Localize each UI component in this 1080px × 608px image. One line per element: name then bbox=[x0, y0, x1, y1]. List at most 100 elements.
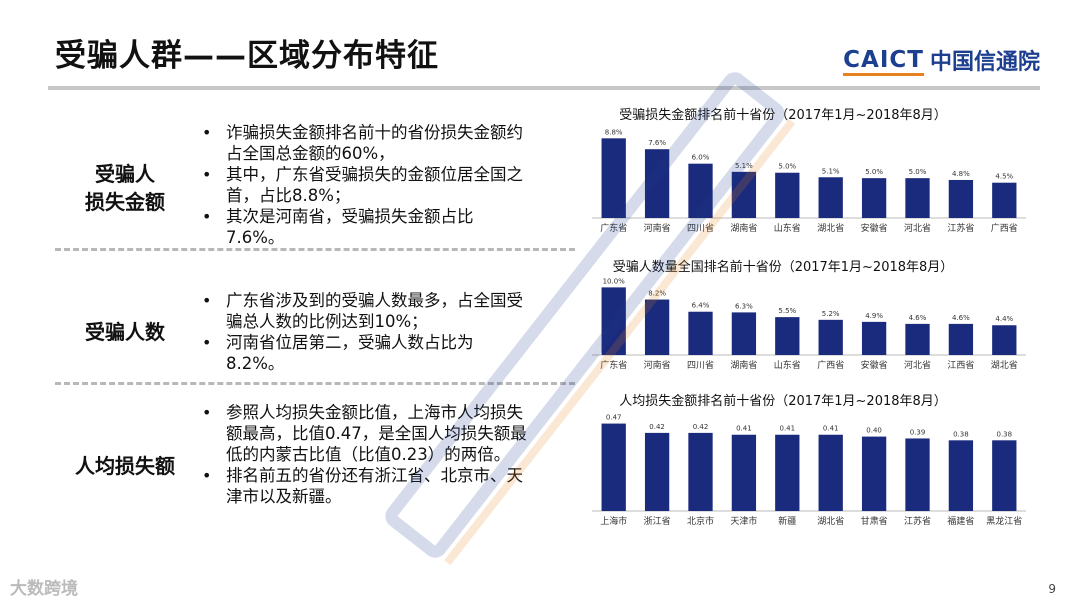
x-tick-label: 河南省 bbox=[644, 222, 671, 234]
bar-value-label: 4.9% bbox=[865, 312, 883, 320]
bar bbox=[601, 287, 626, 355]
x-tick-label: 北京市 bbox=[687, 515, 714, 527]
chart-title: 受骗人数量全国排名前十省份（2017年1月~2018年8月） bbox=[613, 259, 954, 275]
x-tick-label: 江苏省 bbox=[904, 515, 931, 527]
bar-value-label: 0.41 bbox=[780, 425, 796, 433]
bullets-loss-amount: 诈骗损失金额排名前十的省份损失金额约占全国总金额的60%， 其中，广东省受骗损失… bbox=[200, 122, 530, 248]
bar-value-label: 5.5% bbox=[778, 307, 796, 315]
bar bbox=[731, 171, 757, 218]
x-tick-label: 江苏省 bbox=[947, 222, 974, 234]
bullet-item: 河南省位居第二，受骗人数占比为8.2%。 bbox=[200, 332, 530, 374]
bar-value-label: 0.39 bbox=[910, 428, 926, 436]
bar-value-label: 0.42 bbox=[693, 423, 709, 431]
bar bbox=[861, 436, 887, 511]
section-label-per-capita-loss: 人均损失额 bbox=[40, 452, 210, 480]
x-tick-label: 四川省 bbox=[687, 222, 714, 234]
bar bbox=[775, 172, 800, 218]
bar-value-label: 10.0% bbox=[603, 277, 626, 285]
bar bbox=[601, 423, 626, 511]
page-number: 9 bbox=[1048, 582, 1056, 596]
bar bbox=[688, 432, 713, 511]
x-tick-label: 湖北省 bbox=[817, 222, 844, 234]
bar-value-label: 6.3% bbox=[735, 302, 753, 310]
chart-title: 受骗损失金额排名前十省份（2017年1月~2018年8月） bbox=[619, 107, 947, 123]
logo-cn-text: 中国信通院 bbox=[929, 50, 1040, 75]
bar-value-label: 8.2% bbox=[648, 290, 666, 298]
section-label-line: 受骗人数 bbox=[85, 320, 165, 344]
x-tick-label: 河北省 bbox=[904, 359, 931, 371]
bar bbox=[992, 440, 1017, 511]
chart-per-capita-loss: 人均损失金额排名前十省份（2017年1月~2018年8月） 0.47 上海市 0.42… bbox=[588, 390, 1038, 536]
bar-value-label: 5.1% bbox=[822, 167, 840, 175]
chart-loss-amount-svg: 受骗损失金额排名前十省份（2017年1月~2018年8月） 8.8% 广东省 7.6%… bbox=[592, 107, 1026, 234]
bar-value-label: 8.8% bbox=[605, 128, 623, 136]
x-tick-label: 广西省 bbox=[817, 359, 844, 371]
chart-loss-amount: 受骗损失金额排名前十省份（2017年1月~2018年8月） 8.8% 广东省 7.6%… bbox=[588, 104, 1038, 244]
bar-value-label: 0.47 bbox=[606, 414, 622, 422]
bullet-item: 广东省涉及到的受骗人数最多，占全国受骗总人数的比例达到10%； bbox=[200, 290, 530, 332]
x-tick-label: 福建省 bbox=[947, 515, 974, 527]
bar bbox=[905, 178, 930, 218]
x-tick-label: 江西省 bbox=[947, 359, 974, 371]
header-rule bbox=[48, 86, 1040, 90]
bar-value-label: 5.0% bbox=[778, 163, 796, 171]
x-tick-label: 天津市 bbox=[730, 515, 757, 527]
x-tick-label: 浙江省 bbox=[644, 515, 671, 527]
bar bbox=[905, 438, 930, 511]
bar-value-label: 7.6% bbox=[648, 139, 666, 147]
x-tick-label: 安徽省 bbox=[861, 222, 888, 234]
bar bbox=[731, 434, 757, 511]
x-tick-label: 湖北省 bbox=[991, 359, 1018, 371]
bullet-item: 排名前五的省份还有浙江省、北京市、天津市以及新疆。 bbox=[200, 465, 530, 507]
bullet-item: 参照人均损失金额比值，上海市人均损失额最高，比值0.47，是全国人均损失额最低的… bbox=[200, 402, 530, 465]
bar bbox=[948, 440, 974, 511]
x-tick-label: 黑龙江省 bbox=[986, 515, 1022, 527]
bar bbox=[688, 163, 713, 218]
bar bbox=[992, 182, 1017, 218]
x-tick-label: 山东省 bbox=[774, 359, 801, 371]
bar bbox=[601, 138, 626, 218]
bar bbox=[731, 312, 757, 355]
bar-value-label: 5.2% bbox=[822, 310, 840, 318]
logo-caict-text: CAICT bbox=[843, 47, 924, 76]
page-title: 受骗人群——区域分布特征 bbox=[55, 38, 439, 74]
x-tick-label: 河北省 bbox=[904, 222, 931, 234]
footer-brand: 大数跨境 bbox=[10, 579, 78, 599]
bar-value-label: 4.6% bbox=[909, 314, 927, 322]
x-tick-label: 广东省 bbox=[600, 222, 627, 234]
bullet-item: 其中，广东省受骗损失的金额位居全国之首，占比8.8%； bbox=[200, 164, 530, 206]
x-tick-label: 湖北省 bbox=[817, 515, 844, 527]
chart-victim-count: 受骗人数量全国排名前十省份（2017年1月~2018年8月） 10.0% 广东省 8.… bbox=[588, 256, 1038, 380]
bar bbox=[644, 299, 670, 355]
bar bbox=[861, 321, 887, 355]
x-tick-label: 新疆 bbox=[778, 515, 796, 527]
x-tick-label: 广东省 bbox=[600, 359, 627, 371]
section-label-line: 人均损失额 bbox=[75, 454, 175, 478]
chart-victim-count-svg: 受骗人数量全国排名前十省份（2017年1月~2018年8月） 10.0% 广东省 8.… bbox=[592, 259, 1026, 371]
section-divider bbox=[55, 382, 575, 385]
bullet-item: 诈骗损失金额排名前十的省份损失金额约占全国总金额的60%， bbox=[200, 122, 530, 164]
chart-per-capita-loss-svg: 人均损失金额排名前十省份（2017年1月~2018年8月） 0.47 上海市 0.42… bbox=[592, 393, 1026, 527]
bullet-item: 其次是河南省，受骗损失金额占比7.6%。 bbox=[200, 206, 530, 248]
x-tick-label: 安徽省 bbox=[861, 359, 888, 371]
x-tick-label: 广西省 bbox=[991, 222, 1018, 234]
bar bbox=[644, 149, 670, 218]
bar-value-label: 6.4% bbox=[692, 302, 710, 310]
chart-title: 人均损失金额排名前十省份（2017年1月~2018年8月） bbox=[619, 393, 947, 409]
x-tick-label: 湖南省 bbox=[730, 359, 757, 371]
bar bbox=[992, 325, 1017, 355]
bar-value-label: 0.38 bbox=[997, 430, 1013, 438]
bar bbox=[644, 432, 670, 511]
bar bbox=[775, 434, 800, 511]
bar-value-label: 5.0% bbox=[865, 168, 883, 176]
bar-value-label: 6.0% bbox=[692, 154, 710, 162]
section-label-victim-count: 受骗人数 bbox=[40, 318, 210, 346]
x-tick-label: 上海市 bbox=[600, 515, 627, 527]
x-tick-label: 甘肃省 bbox=[861, 515, 888, 527]
bar bbox=[861, 178, 887, 218]
bar-value-label: 0.41 bbox=[823, 425, 839, 433]
section-label-line: 损失金额 bbox=[85, 190, 165, 214]
bar bbox=[818, 177, 843, 218]
bar-value-label: 4.4% bbox=[995, 315, 1013, 323]
bar-value-label: 5.1% bbox=[735, 162, 753, 170]
